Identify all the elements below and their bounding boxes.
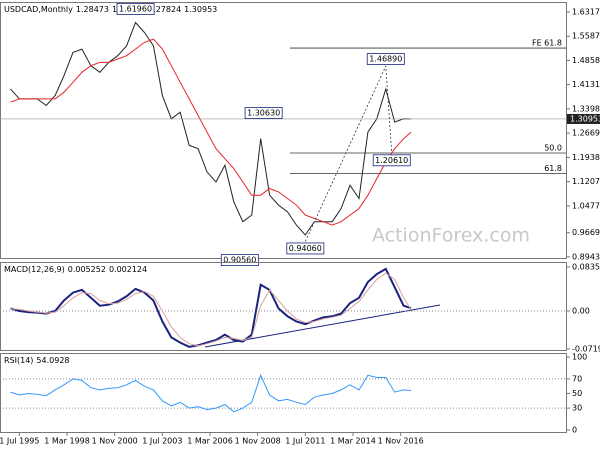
y-tick-label: 0.89430 [572,252,600,261]
x-tick-label: 1 Jul 1995 [0,437,39,446]
watermark: ActionForex.com [372,225,530,247]
price-annotation: 1.46890 [369,55,402,64]
panel-title: RSI(14) [4,356,33,365]
y-tick-label: 0.083505 [572,263,600,272]
level-label: 61.8 [544,164,562,173]
y-tick-label: 70 [572,374,582,383]
last-price-label: 1.30953 [570,114,600,123]
annotation-box [286,242,325,255]
price-annotation: 1.20610 [375,156,408,165]
y-tick-label: 1.19380 [572,153,600,162]
y-tick-label: 1.26690 [572,129,600,138]
series-line [10,21,412,236]
ohlc-value: 1.28473 [76,5,109,14]
last-value: 0.005252 [68,265,106,274]
x-tick-label: 1 Nov 2008 [235,437,281,446]
last-value: 1.30953 [184,5,217,14]
y-tick-label: 1.33985 [572,104,600,113]
y-tick-label: 100 [572,353,587,362]
wave-line [304,65,393,242]
panel-header: USDCAD,Monthly1.284731.315951.278241.309… [4,5,217,14]
price-annotation: 1.61960 [119,5,152,14]
panel-title: MACD(12,26,9) [4,265,65,274]
y-tick-label: 0.00 [572,307,590,316]
series-line [10,272,412,347]
x-tick-label: 1 Jul 2003 [142,437,182,446]
last-value: 0.002124 [109,265,147,274]
last-value: 54.0928 [36,356,69,365]
y-tick-label: 50 [572,389,582,398]
x-tick-label: 1 Jul 2011 [285,437,325,446]
price-annotation: 0.94060 [289,244,322,253]
annotation-box [372,154,411,167]
x-tick-label: 1 Mar 1998 [44,437,90,446]
y-tick-label: 30 [572,404,582,413]
last-price-box [567,113,600,124]
panel-header: RSI(14) 54.0928 [4,356,70,365]
level-label: 50.0 [544,144,562,153]
price-annotation: 1.30630 [247,109,280,118]
annotation-box [220,254,259,266]
price-annotation: 0.90560 [223,256,256,265]
annotation-box [244,107,283,119]
series-line [10,38,412,226]
x-tick-label: 1 Mar 2014 [330,437,376,446]
panel-title: USDCAD,Monthly [4,5,73,14]
x-tick-label: 1 Nov 2016 [378,437,424,446]
annotation-box [116,3,155,15]
x-tick-label: 1 Mar 2006 [187,437,233,446]
ohlc-value: 1.27824 [148,5,181,14]
y-tick-label: 1.55876 [572,32,600,41]
panel-frame [0,353,567,433]
y-tick-label: 1.12075 [572,177,600,186]
y-tick-label: 0 [572,426,577,435]
annotation-box [366,53,405,65]
series-line [10,373,412,413]
y-tick-label: -0.07195 [572,344,600,353]
panel-frame [0,2,567,259]
x-tick-label: 1 Nov 2000 [92,437,138,446]
level-label: FE 61.8 [532,39,562,48]
panel-header: MACD(12,26,9) 0.005252 0.002124 [4,265,147,274]
series-line [10,267,412,348]
panel-frame [0,262,567,351]
